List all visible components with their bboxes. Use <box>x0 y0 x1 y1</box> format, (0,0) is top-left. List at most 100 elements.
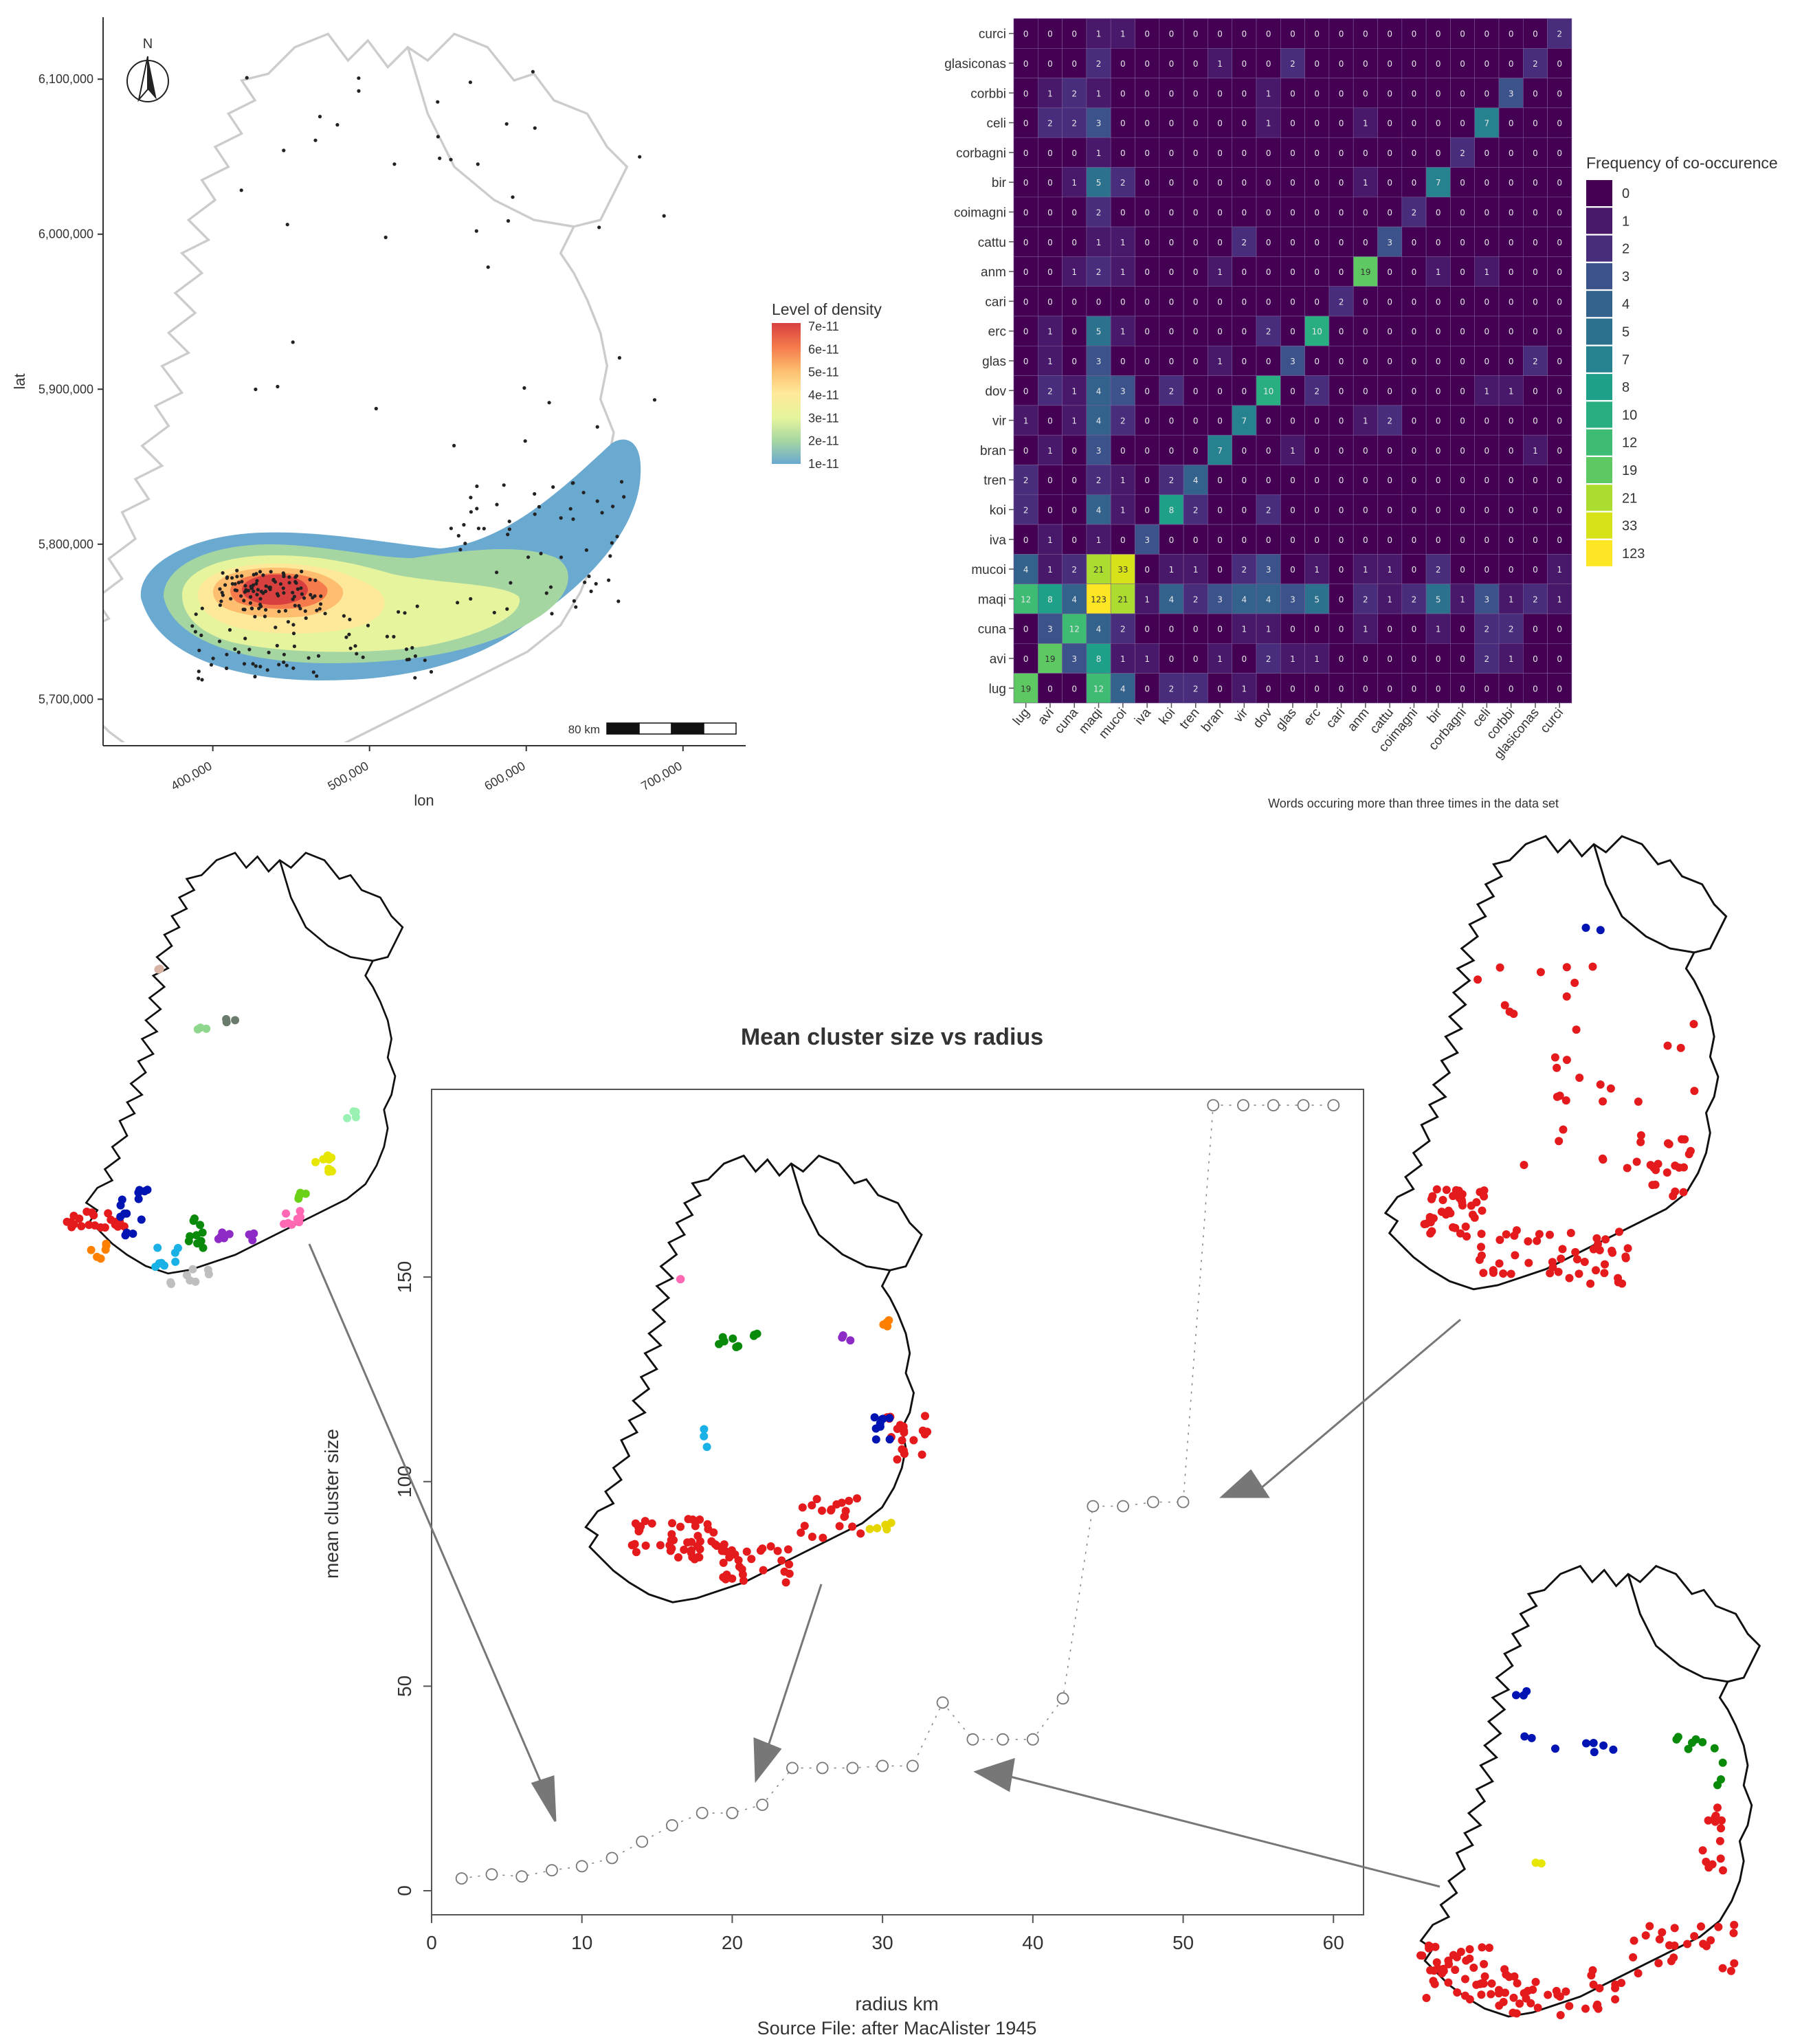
cluster-dot <box>882 1318 891 1327</box>
cluster-dot <box>1571 1247 1580 1256</box>
heatmap-cell <box>1401 434 1427 465</box>
site-point <box>570 481 575 485</box>
cluster-dot <box>1555 1137 1564 1146</box>
heatmap-cell-value: 0 <box>1023 89 1029 98</box>
cluster-dot <box>1495 1259 1504 1268</box>
density-legend-label: 6e-11 <box>808 342 839 356</box>
cluster-dot <box>1714 1922 1723 1931</box>
heatmap-cell-value: 0 <box>1363 386 1368 396</box>
heatmap-row-label: cari <box>985 295 1006 309</box>
heatmap-cell <box>1328 18 1354 49</box>
cluster-dot <box>1691 1735 1700 1744</box>
heatmap-cell <box>1208 465 1233 496</box>
heatmap-cell-value: 0 <box>1314 119 1320 129</box>
site-point <box>211 656 215 660</box>
heatmap-cell <box>1232 434 1257 465</box>
cluster-dot <box>1457 1196 1466 1205</box>
site-point <box>458 548 463 552</box>
heatmap-cell <box>1280 167 1305 198</box>
heatmap-cell-value: 0 <box>1533 684 1538 693</box>
heatmap-cell <box>1328 554 1354 585</box>
heatmap-cell <box>1425 494 1451 525</box>
map-y-tick-label: 5,700,000 <box>38 692 93 706</box>
heatmap-cell <box>1232 107 1257 138</box>
cluster-dot <box>812 1495 821 1504</box>
heatmap-cell <box>1183 78 1208 109</box>
heatmap-cell-value: 2 <box>1509 625 1514 634</box>
heatmap-cell <box>1401 107 1427 138</box>
heatmap-cell <box>1110 405 1135 436</box>
site-point <box>410 645 414 650</box>
heatmap-cell-value: 3 <box>1071 654 1077 664</box>
site-point <box>436 135 441 139</box>
heatmap-cell <box>1547 465 1572 496</box>
site-point <box>463 542 467 546</box>
cluster-dot <box>700 1432 709 1441</box>
cluster-map-bottom-right <box>1416 1566 1759 2019</box>
site-point <box>456 601 460 605</box>
site-point <box>610 541 614 545</box>
heatmap-cell-value: 0 <box>1023 654 1029 664</box>
heatmap-cell-value: 1 <box>1266 89 1271 98</box>
site-point <box>218 603 222 608</box>
heatmap-cell-value: 2 <box>1120 625 1126 634</box>
heatmap-cell-value: 0 <box>1023 119 1029 129</box>
heatmap-cell <box>1353 643 1378 674</box>
heatmap-cell <box>1547 613 1572 644</box>
cluster-dot <box>1515 1999 1524 2008</box>
heatmap-cell <box>1110 197 1135 227</box>
site-point <box>313 578 318 582</box>
cluster-dot <box>1599 1097 1608 1106</box>
cluster-dot <box>1699 1940 1708 1948</box>
cluster-dot <box>1520 1732 1529 1741</box>
density-legend-label: 4e-11 <box>808 388 839 402</box>
site-point <box>197 669 201 674</box>
cluster-dot <box>202 1024 211 1033</box>
cluster-dot <box>1430 1979 1439 1988</box>
heatmap-cell <box>1062 375 1087 406</box>
heatmap-cell-value: 1 <box>1047 535 1053 545</box>
cluster-dot <box>1729 1929 1738 1937</box>
cluster-dot <box>1499 1997 1508 2006</box>
heatmap-legend-swatch <box>1586 401 1612 428</box>
heatmap-cell-value: 1 <box>1217 59 1223 69</box>
heatmap-cell-value: 2 <box>1096 59 1102 69</box>
cluster-map-left <box>63 853 403 1289</box>
heatmap-cell-value: 0 <box>1387 654 1392 664</box>
cluster-dot <box>137 1215 146 1224</box>
heatmap-cell <box>1450 107 1475 138</box>
heatmap-cell-value: 0 <box>1023 148 1029 158</box>
site-points <box>190 69 666 682</box>
heatmap-cell <box>1013 584 1038 614</box>
cluster-point <box>1026 1733 1039 1746</box>
heatmap-cell-value: 19 <box>1045 654 1055 664</box>
cluster-dot <box>665 1541 674 1550</box>
heatmap-cell-value: 3 <box>1096 446 1102 456</box>
heatmap-cell <box>1256 465 1281 496</box>
heatmap-cell-value: 1 <box>1047 89 1053 98</box>
site-point <box>255 579 259 583</box>
heatmap-cell <box>1425 137 1451 168</box>
cluster-dot <box>918 1426 927 1435</box>
heatmap-cell-value: 2 <box>1339 297 1344 307</box>
site-point <box>271 577 276 582</box>
heatmap-cell-value: 1 <box>1120 327 1126 337</box>
heatmap-cell <box>1353 465 1378 496</box>
heatmap-cell <box>1450 613 1475 644</box>
map-y-tick-label: 5,800,000 <box>38 537 93 551</box>
site-point <box>572 599 577 603</box>
site-point <box>551 485 555 489</box>
heatmap-cell-value: 0 <box>1387 535 1392 545</box>
heatmap-cell-value: 0 <box>1144 30 1150 39</box>
cluster-dot <box>1535 1230 1544 1238</box>
heatmap-cell-value: 0 <box>1509 505 1514 515</box>
heatmap-cell-value: 2 <box>1071 89 1077 98</box>
heatmap-col-label: erc <box>1301 706 1324 729</box>
heatmap-cell-value: 0 <box>1217 30 1223 39</box>
heatmap-cell-value: 0 <box>1387 476 1392 485</box>
map-x-tick-label: 400,000 <box>168 759 214 793</box>
site-point <box>268 586 272 590</box>
heatmap-cell-value: 0 <box>1387 208 1392 217</box>
heatmap-cell <box>1086 107 1111 138</box>
heatmap-cell-value: 3 <box>1509 89 1514 98</box>
